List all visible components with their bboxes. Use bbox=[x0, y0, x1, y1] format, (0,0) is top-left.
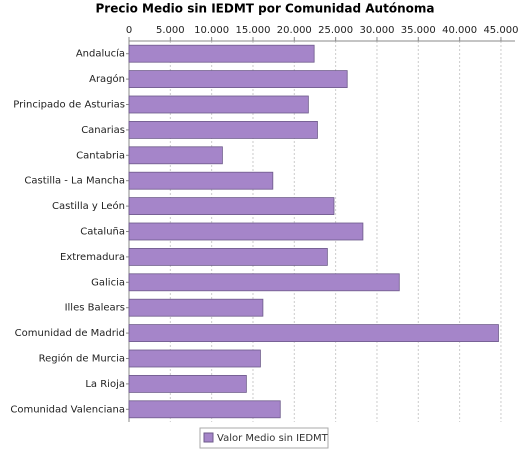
x-tick-label: 35.000 bbox=[401, 25, 436, 36]
bar bbox=[128, 70, 348, 88]
y-tick-label: Cataluña bbox=[80, 227, 125, 238]
bar bbox=[128, 324, 499, 343]
y-tick-label: La Rioja bbox=[85, 379, 125, 390]
x-tick-label: 10.000 bbox=[194, 25, 229, 36]
x-tick-label: 45.000 bbox=[483, 25, 518, 36]
y-tick-label: Castilla y León bbox=[52, 200, 125, 212]
bar bbox=[128, 400, 281, 419]
bar bbox=[128, 95, 309, 114]
bar bbox=[128, 247, 328, 266]
bar bbox=[128, 273, 400, 292]
bar bbox=[128, 298, 264, 317]
bar bbox=[128, 349, 261, 368]
y-tick-label: Comunidad Valenciana bbox=[10, 404, 125, 415]
legend-label: Valor Medio sin IEDMT bbox=[217, 433, 329, 444]
bar bbox=[128, 171, 274, 190]
bar bbox=[128, 374, 247, 393]
y-tick-label: Andalucía bbox=[76, 48, 125, 60]
bar bbox=[128, 222, 364, 241]
y-tick-label: Illes Balears bbox=[65, 303, 125, 314]
y-tick-label: Extremadura bbox=[60, 252, 125, 263]
x-tick-label: 20.000 bbox=[277, 25, 312, 36]
y-tick-label: Aragón bbox=[89, 73, 125, 85]
y-tick-label: Principado de Asturias bbox=[13, 100, 125, 111]
y-tick-label: Canarias bbox=[81, 125, 125, 136]
x-tick-label: 25.000 bbox=[318, 25, 353, 36]
legend: Valor Medio sin IEDMT bbox=[199, 427, 329, 449]
legend-box bbox=[199, 427, 329, 449]
x-tick-label: 5.000 bbox=[156, 25, 185, 36]
chart-title: Precio Medio sin IEDMT por Comunidad Aut… bbox=[96, 2, 435, 16]
y-tick-label: Comunidad de Madrid bbox=[15, 328, 125, 339]
y-tick-label: Cantabria bbox=[76, 150, 125, 161]
y-tick-label: Región de Murcia bbox=[39, 353, 125, 365]
bar bbox=[128, 121, 318, 139]
bar bbox=[128, 146, 223, 165]
bar bbox=[128, 197, 335, 216]
x-tick-label: 0 bbox=[126, 25, 132, 36]
y-tick-label: Galicia bbox=[91, 277, 125, 288]
x-tick-label: 15.000 bbox=[235, 25, 270, 36]
bar bbox=[128, 44, 315, 63]
legend-swatch bbox=[203, 432, 214, 443]
x-tick-label: 30.000 bbox=[359, 25, 394, 36]
x-tick-label: 40.000 bbox=[442, 25, 477, 36]
y-tick-label: Castilla - La Mancha bbox=[24, 176, 125, 187]
